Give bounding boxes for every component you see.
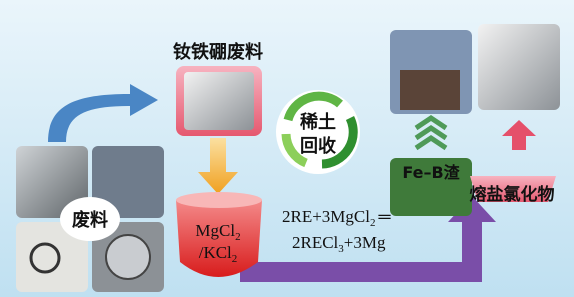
crucible-label: MgCl2 (195, 221, 240, 243)
subscript: 2 (370, 217, 376, 229)
diagram: 废料 钕铁硼废料 MgCl2 /KCl2 2RE+3MgCl2═ 2RECl3+… (0, 0, 574, 297)
waste-label: 废料 (72, 209, 108, 231)
recycle-label: 回收 (300, 135, 336, 157)
subscript: 2 (232, 253, 238, 265)
reaction-part: 2RE+3MgCl (282, 207, 370, 226)
reaction-part: ═ (378, 207, 392, 226)
label-part: MgCl (195, 221, 235, 240)
reaction-part: 2RECl (292, 233, 339, 252)
label-part: /KCl (199, 243, 232, 262)
subscript: 2 (235, 231, 241, 243)
factory-building (400, 70, 460, 110)
scrap-photo (184, 72, 254, 130)
ingot-photo (478, 24, 560, 110)
page: 废料 钕铁硼废料 MgCl2 /KCl2 2RE+3MgCl2═ 2RECl3+… (0, 0, 574, 297)
slag-label: Fe–B渣 (402, 163, 460, 182)
crucible-rim (176, 192, 262, 208)
reaction-part: +3Mg (344, 233, 386, 252)
salt-label: 熔盐氯化物 (470, 184, 555, 205)
crucible-label: /KCl2 (199, 243, 238, 265)
scrap-title: 钕铁硼废料 (173, 41, 263, 63)
recycle-label: 稀土 (300, 111, 336, 133)
